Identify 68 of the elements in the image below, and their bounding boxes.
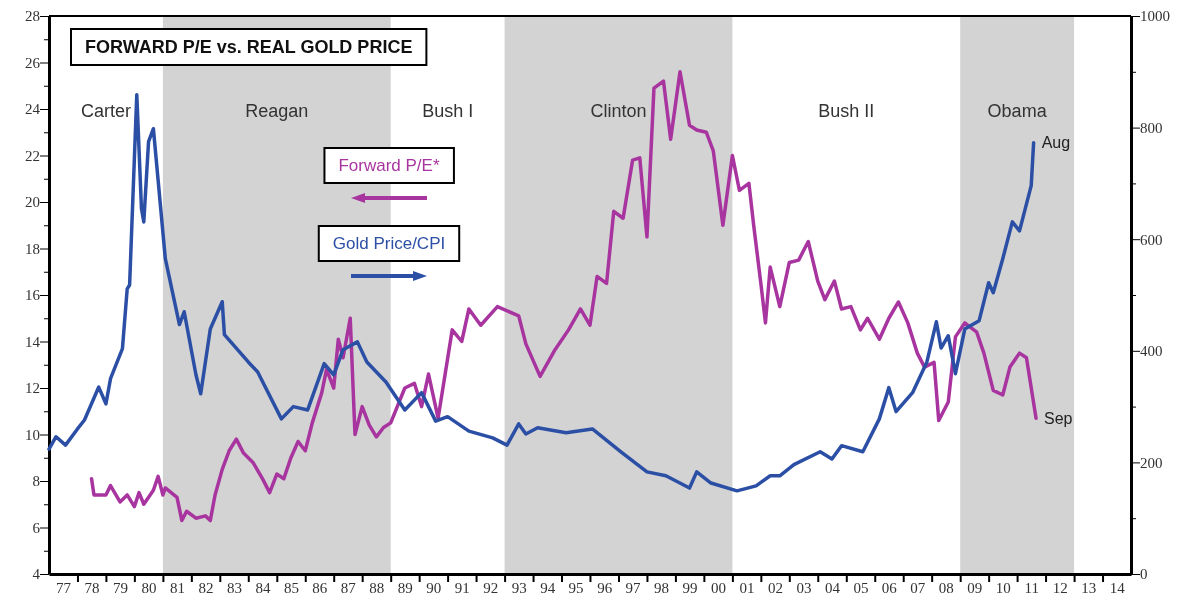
x-tick-label: 95: [568, 579, 584, 596]
x-tick-label: 94: [540, 579, 556, 596]
x-tick-label: 07: [910, 579, 926, 596]
y-tick-label: 12: [25, 380, 40, 397]
y-tick-label: 18: [25, 240, 40, 257]
x-tick-label: 79: [113, 579, 129, 596]
text: Gold Price/CPI: [332, 234, 446, 253]
x-tick-label: 93: [511, 579, 527, 596]
x-tick-label: 00: [711, 579, 727, 596]
x-tick-label: 82: [198, 579, 214, 596]
x-tick-label: 81: [170, 579, 186, 596]
y-tick-label: 14: [25, 333, 41, 350]
x-tick-label: 89: [397, 579, 413, 596]
y2-tick-label: 0: [1140, 566, 1148, 583]
band-label: Obama: [987, 101, 1048, 121]
y2-tick-label: 400: [1140, 343, 1163, 360]
y-tick-label: 20: [25, 194, 40, 211]
band-label: Reagan: [245, 101, 309, 121]
text: FORWARD P/E vs. REAL GOLD PRICE: [85, 37, 413, 57]
band-label: Clinton: [590, 101, 647, 121]
x-tick-label: 04: [824, 579, 841, 596]
annotation: Sep: [1044, 410, 1073, 428]
x-tick-label: 77: [56, 579, 72, 596]
x-tick-label: 84: [255, 579, 271, 596]
y-tick-label: 22: [25, 147, 40, 164]
y2-tick-label: 600: [1140, 231, 1163, 248]
x-tick-label: 85: [283, 579, 299, 596]
annotation: Bush II: [818, 101, 875, 121]
x-tick-label: 86: [312, 579, 328, 596]
x-tick-label: 05: [853, 579, 869, 596]
text: Forward P/E*: [338, 156, 440, 175]
annotation: Carter: [80, 101, 131, 121]
y2-tick-label: 1000: [1140, 8, 1170, 25]
x-tick-label: 91: [454, 579, 470, 596]
x-tick-label: 11: [1024, 579, 1039, 596]
y-tick-label: 24: [25, 101, 41, 118]
y-tick-label: 6: [32, 519, 41, 536]
y-tick-label: 26: [25, 54, 41, 71]
x-tick-label: 83: [226, 579, 242, 596]
x-tick-label: 90: [426, 579, 442, 596]
x-tick-label: 88: [369, 579, 385, 596]
x-tick-label: 87: [340, 579, 357, 596]
x-tick-label: 09: [967, 579, 983, 596]
annotation: Bush I: [422, 101, 474, 121]
y-tick-label: 10: [25, 426, 40, 443]
x-tick-label: 92: [483, 579, 499, 596]
x-tick-label: 80: [141, 579, 157, 596]
y2-tick-label: 800: [1140, 119, 1163, 136]
x-tick-label: 01: [739, 579, 755, 596]
y-tick-label: 16: [25, 287, 41, 304]
x-tick-label: 03: [796, 579, 812, 596]
x-tick-label: 98: [654, 579, 670, 596]
y2-tick-label: 200: [1140, 454, 1163, 471]
x-tick-label: 06: [881, 579, 898, 596]
y-tick-label: 4: [32, 566, 41, 583]
x-tick-label: 13: [1081, 579, 1097, 596]
x-tick-label: 78: [84, 579, 100, 596]
x-tick-label: 96: [597, 579, 613, 596]
x-tick-label: 08: [938, 579, 954, 596]
x-tick-label: 14: [1109, 579, 1126, 596]
y-tick-label: 28: [25, 8, 40, 25]
x-tick-label: 12: [1052, 579, 1068, 596]
x-tick-label: 10: [995, 579, 1011, 596]
x-tick-label: 02: [767, 579, 783, 596]
y-tick-label: 8: [32, 473, 40, 490]
x-tick-label: 97: [625, 579, 642, 596]
annotation: Aug: [1041, 133, 1071, 151]
x-tick-label: 99: [682, 579, 698, 596]
